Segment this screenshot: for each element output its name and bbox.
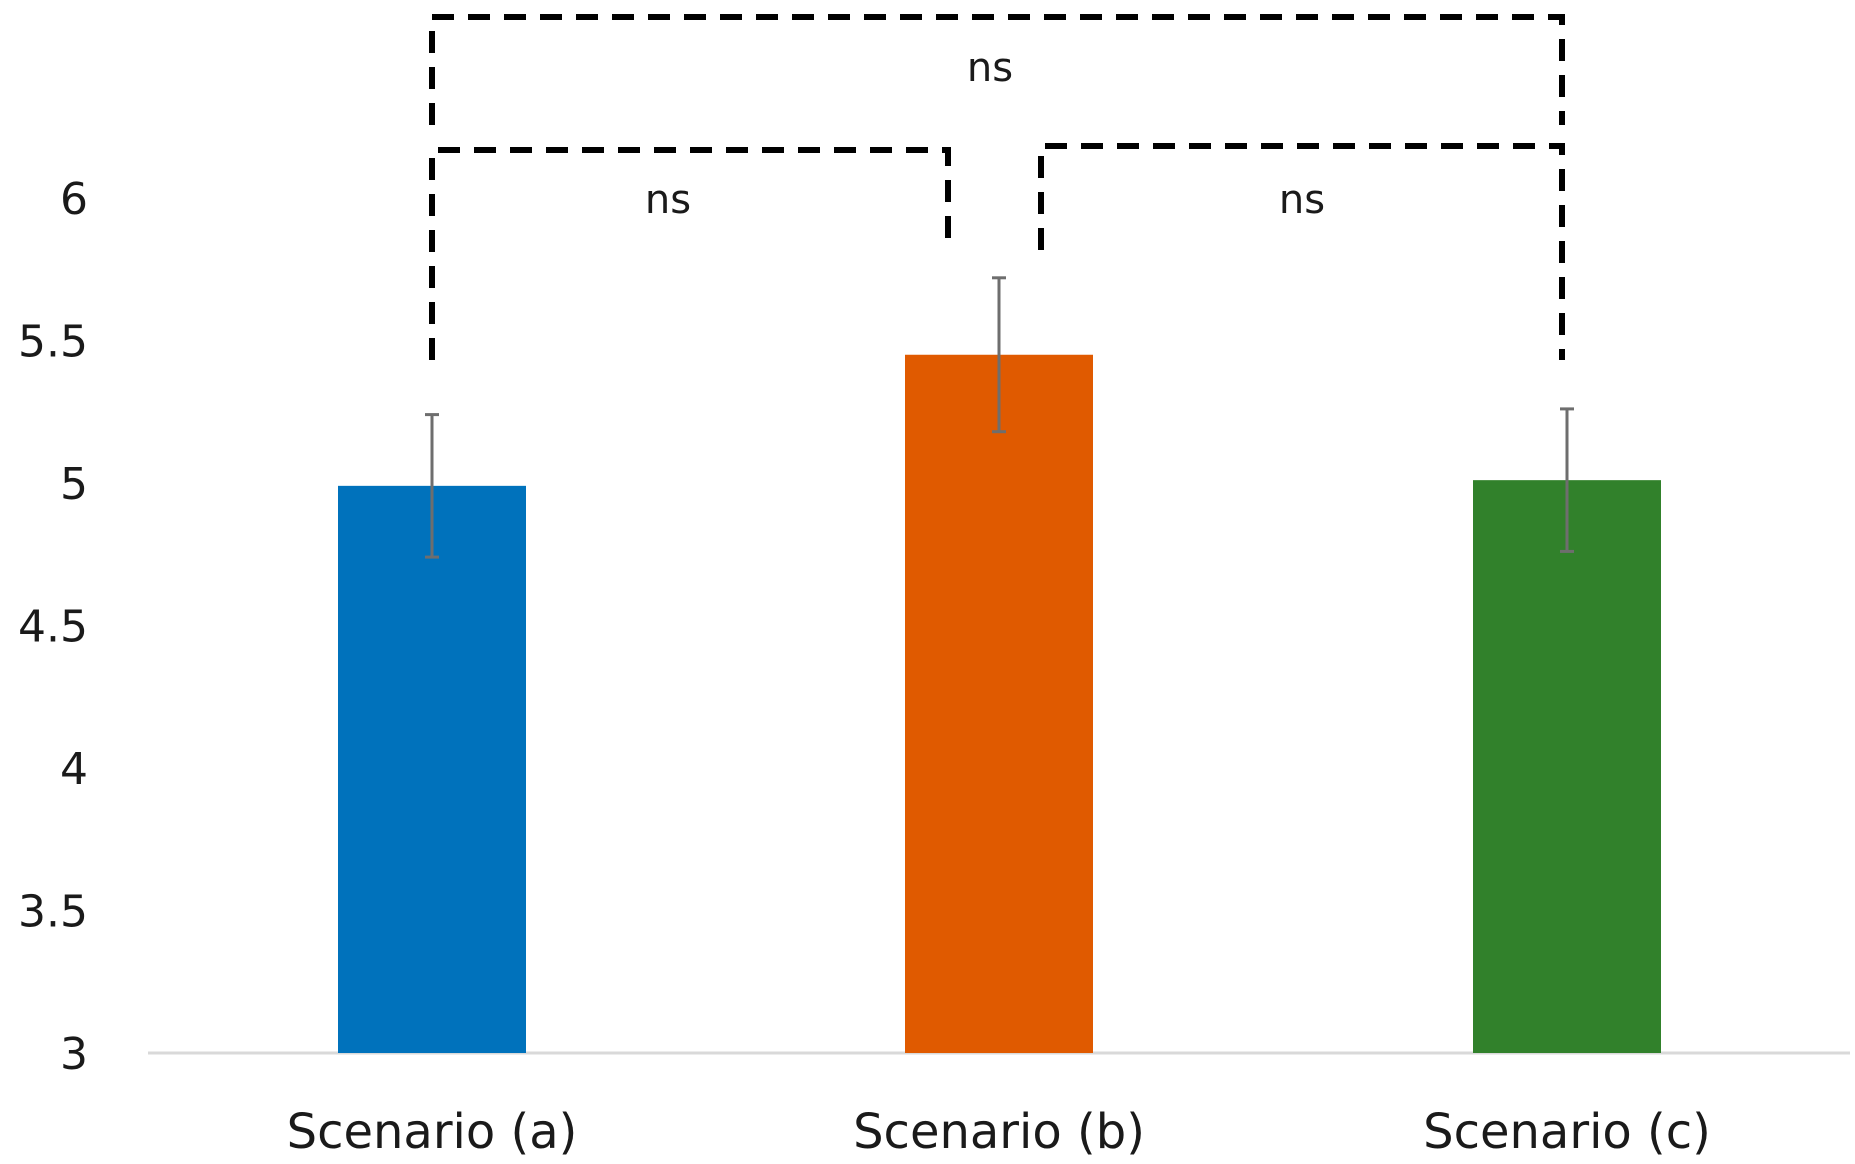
significance-label: ns [645, 177, 691, 223]
x-category-label: Scenario (c) [1423, 1104, 1711, 1160]
y-tick-label: 5 [60, 459, 88, 510]
significance-label: ns [967, 45, 1013, 91]
bar [338, 485, 526, 1054]
y-tick-label: 4 [60, 744, 88, 795]
x-category-label: Scenario (b) [853, 1104, 1145, 1160]
significance-bracket [429, 147, 951, 360]
y-tick-label: 3.5 [18, 887, 88, 938]
error-bars-group [425, 276, 1574, 559]
y-tick-label: 4.5 [18, 602, 88, 653]
significance-label: ns [1279, 177, 1325, 223]
bars-group [338, 354, 1661, 1054]
significance-brackets: ns ns ns [429, 14, 1565, 360]
bar [905, 354, 1093, 1053]
bar [1473, 480, 1661, 1053]
y-tick-label: 3 [60, 1029, 88, 1080]
significance-bracket [429, 14, 1565, 125]
significance-bracket [1038, 143, 1565, 360]
y-axis-ticks: 3 3.5 4 4.5 5 5.5 6 [18, 174, 88, 1080]
y-tick-label: 6 [60, 174, 88, 225]
x-axis-categories: Scenario (a) Scenario (b) Scenario (c) [287, 1104, 1711, 1160]
x-category-label: Scenario (a) [287, 1104, 578, 1160]
y-tick-label: 5.5 [18, 317, 88, 368]
